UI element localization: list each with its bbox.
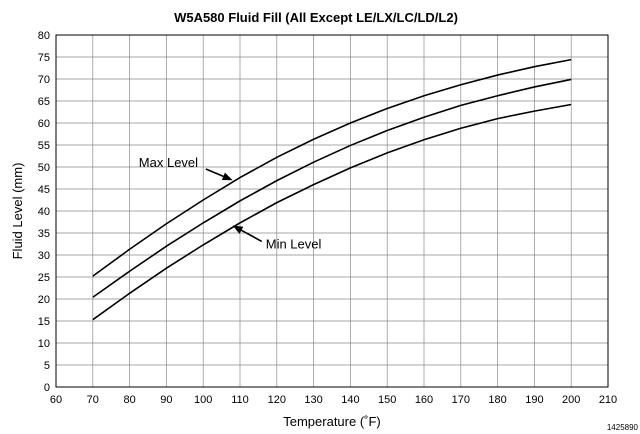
x-tick-label: 140 xyxy=(341,394,359,406)
x-tick-label: 110 xyxy=(231,394,249,406)
annotation-0: Max Level xyxy=(139,155,233,181)
annotation-label: Min Level xyxy=(266,236,322,251)
y-tick-label: 15 xyxy=(38,316,50,328)
chart-title: W5A580 Fluid Fill (All Except LE/LX/LC/L… xyxy=(174,10,458,25)
x-tick-label: 150 xyxy=(378,394,396,406)
plot-frame xyxy=(55,34,609,388)
y-tick-label: 55 xyxy=(38,140,50,152)
y-tick-label: 50 xyxy=(38,162,50,174)
annotation-arrow-shaft xyxy=(241,229,263,243)
middle-level-line xyxy=(92,78,572,298)
x-tick-label: 170 xyxy=(452,394,470,406)
y-tick-label: 45 xyxy=(38,184,50,196)
x-tick-label: 130 xyxy=(304,394,322,406)
y-tick-label: 20 xyxy=(38,294,50,306)
x-tick-label: 60 xyxy=(50,394,62,406)
figure-id: 1425890 xyxy=(607,423,639,432)
annotations: Max Level Min Level xyxy=(139,155,322,251)
min-level-line xyxy=(92,103,572,321)
x-tick-labels: 60 70 80 90 100 110 120 130 140 150 160 170 180 190 20… xyxy=(50,394,617,406)
y-axis-label: Fluid Level (mm) xyxy=(10,163,25,260)
x-tick-label: 160 xyxy=(415,394,433,406)
annotation-label: Max Level xyxy=(139,155,198,170)
y-tick-label: 80 xyxy=(38,30,50,42)
annotation-arrow-shaft xyxy=(205,168,224,178)
y-tick-label: 25 xyxy=(38,272,50,284)
x-tick-label: 70 xyxy=(87,394,99,406)
annotation-arrow-head xyxy=(221,172,233,181)
x-tick-label: 200 xyxy=(562,394,580,406)
series-lines xyxy=(92,58,572,321)
annotation-1: Min Level xyxy=(232,225,322,251)
x-tick-label: 80 xyxy=(123,394,135,406)
grid xyxy=(55,34,609,388)
y-tick-label: 10 xyxy=(38,338,50,350)
y-tick-label: 65 xyxy=(38,96,50,108)
y-tick-label: 75 xyxy=(38,52,50,64)
max-level-line xyxy=(92,58,572,277)
x-tick-label: 90 xyxy=(160,394,172,406)
y-tick-labels: 0 5 10 15 20 25 30 35 40 45 50 55 60 65 70 75 80 xyxy=(38,30,50,394)
annotation-arrow-head xyxy=(232,225,244,234)
y-tick-label: 60 xyxy=(38,118,50,130)
y-tick-label: 0 xyxy=(44,382,50,394)
x-tick-label: 190 xyxy=(525,394,543,406)
x-tick-label: 100 xyxy=(194,394,212,406)
y-tick-label: 5 xyxy=(44,360,50,372)
x-tick-label: 210 xyxy=(599,394,617,406)
y-tick-label: 35 xyxy=(38,228,50,240)
x-tick-label: 180 xyxy=(488,394,506,406)
x-axis-label: Temperature (˚F) xyxy=(283,414,381,429)
x-tick-label: 120 xyxy=(268,394,286,406)
y-tick-label: 30 xyxy=(38,250,50,262)
y-tick-label: 40 xyxy=(38,206,50,218)
y-tick-label: 70 xyxy=(38,74,50,86)
